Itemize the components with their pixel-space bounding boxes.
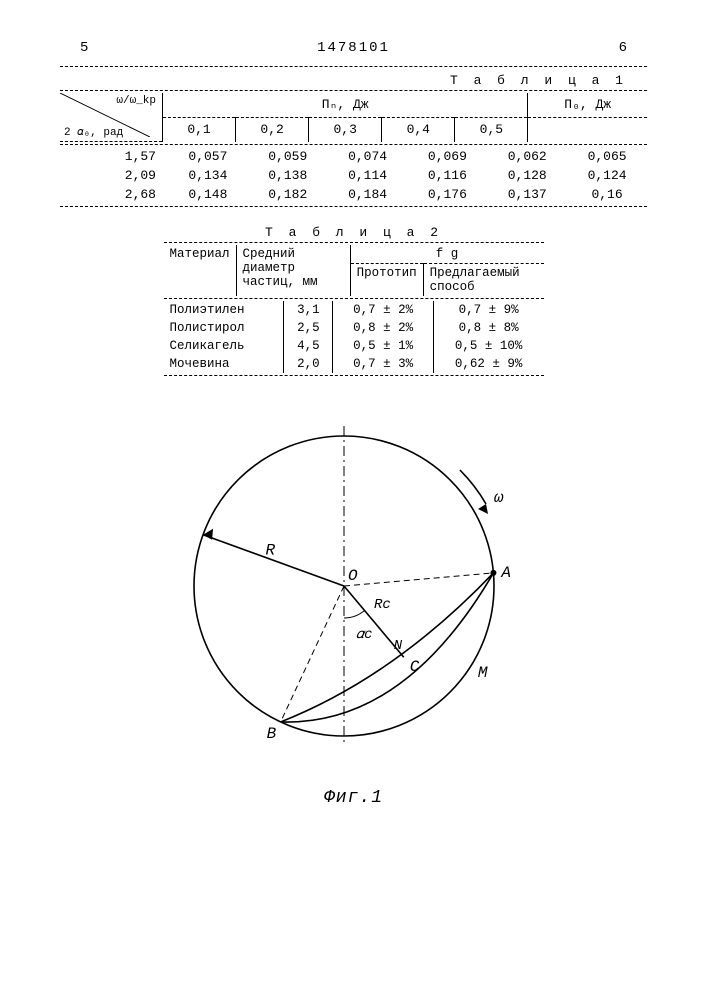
cell: 2,0 xyxy=(284,355,333,373)
cell: Селикагель xyxy=(164,337,284,355)
cell: 2,5 xyxy=(284,319,333,337)
cell: 0,148 xyxy=(168,185,248,204)
divider xyxy=(164,298,544,299)
figure-1: R A B C Rc N𝛼c M Oω Фиг.1 xyxy=(60,416,647,808)
divider xyxy=(164,242,544,243)
cell: 4,5 xyxy=(284,337,333,355)
table-row: 1,570,0570,0590,0740,0690,0620,065 xyxy=(60,147,647,166)
table-2-caption: Т а б л и ц а 2 xyxy=(164,225,544,240)
svg-text:B: B xyxy=(266,725,276,743)
t2-header-diameter: Средний диаметр частиц, мм xyxy=(236,245,350,296)
col-header-empty xyxy=(528,117,647,141)
svg-text:A: A xyxy=(500,564,511,582)
page-num-left: 5 xyxy=(80,40,88,56)
col-header: 0,5 xyxy=(455,117,528,141)
cell: Полистирол xyxy=(164,319,284,337)
cell: 0,062 xyxy=(487,147,567,166)
svg-text:ω: ω xyxy=(494,489,504,507)
page-num-right: 6 xyxy=(619,40,627,56)
divider xyxy=(60,90,647,91)
cell: 0,059 xyxy=(248,147,328,166)
row-header: 2,68 xyxy=(60,185,168,204)
cell: 0,8 ± 2% xyxy=(333,319,434,337)
cell: 0,184 xyxy=(328,185,408,204)
cell: 0,137 xyxy=(487,185,567,204)
svg-text:N: N xyxy=(393,638,402,654)
cell: 0,8 ± 8% xyxy=(433,319,543,337)
svg-text:M: M xyxy=(477,664,487,682)
svg-text:Rc: Rc xyxy=(374,597,391,613)
document-number: 1478101 xyxy=(317,40,390,56)
table-1-group-last: П₀, Дж xyxy=(528,93,647,117)
divider xyxy=(164,375,544,376)
svg-text:𝛼c: 𝛼c xyxy=(356,627,373,643)
t2-header-proposed: Предлагаемый способ xyxy=(423,264,543,297)
table-1-group-main: Пₙ, Дж xyxy=(163,93,528,117)
table-row: Селикагель4,50,5 ± 1%0,5 ± 10% xyxy=(164,337,544,355)
cell: 3,1 xyxy=(284,301,333,319)
svg-text:R: R xyxy=(265,541,275,559)
t2-header-material: Материал xyxy=(164,245,237,296)
t2-header-proto: Прототип xyxy=(350,264,423,297)
cell: 0,62 ± 9% xyxy=(433,355,543,373)
table-2: Т а б л и ц а 2 Материал Средний диаметр… xyxy=(164,225,544,376)
cell: 0,16 xyxy=(567,185,647,204)
divider xyxy=(60,144,647,145)
cell: 0,134 xyxy=(168,166,248,185)
table-row: 2,090,1340,1380,1140,1160,1280,124 xyxy=(60,166,647,185)
cell: 0,074 xyxy=(328,147,408,166)
table-row: 2,680,1480,1820,1840,1760,1370,16 xyxy=(60,185,647,204)
cell: Полиэтилен xyxy=(164,301,284,319)
svg-text:O: O xyxy=(348,567,358,585)
col-header: 0,2 xyxy=(236,117,309,141)
cell: Мочевина xyxy=(164,355,284,373)
cell: 0,116 xyxy=(407,166,487,185)
cell: 0,7 ± 9% xyxy=(433,301,543,319)
col-header: 0,4 xyxy=(382,117,455,141)
table-1-caption: Т а б л и ц а 1 xyxy=(60,73,627,88)
diag-top-label: ω/ω_kp xyxy=(116,95,156,107)
row-header: 1,57 xyxy=(60,147,168,166)
cell: 0,138 xyxy=(248,166,328,185)
page-header: 5 1478101 6 xyxy=(60,40,647,56)
divider xyxy=(60,206,647,207)
table-1-diag-header: ω/ω_kp 2 𝛼₀, рад xyxy=(60,93,163,142)
figure-1-svg: R A B C Rc N𝛼c M Oω xyxy=(174,416,534,776)
cell: 0,114 xyxy=(328,166,408,185)
table-row: Полиэтилен3,10,7 ± 2%0,7 ± 9% xyxy=(164,301,544,319)
cell: 0,7 ± 2% xyxy=(333,301,434,319)
t2-header-fg: f g xyxy=(350,245,543,264)
table-row: Мочевина2,00,7 ± 3%0,62 ± 9% xyxy=(164,355,544,373)
table-row: Полистирол2,50,8 ± 2%0,8 ± 8% xyxy=(164,319,544,337)
table-1: Т а б л и ц а 1 ω/ω_kp 2 𝛼₀, рад Пₙ, Дж … xyxy=(60,66,647,207)
cell: 0,065 xyxy=(567,147,647,166)
cell: 0,069 xyxy=(407,147,487,166)
cell: 0,5 ± 1% xyxy=(333,337,434,355)
col-header: 0,1 xyxy=(163,117,236,141)
figure-1-caption: Фиг.1 xyxy=(60,788,647,808)
row-header: 2,09 xyxy=(60,166,168,185)
svg-text:C: C xyxy=(409,658,419,676)
cell: 0,128 xyxy=(487,166,567,185)
cell: 0,124 xyxy=(567,166,647,185)
cell: 0,7 ± 3% xyxy=(333,355,434,373)
cell: 0,176 xyxy=(407,185,487,204)
cell: 0,057 xyxy=(168,147,248,166)
cell: 0,182 xyxy=(248,185,328,204)
col-header: 0,3 xyxy=(309,117,382,141)
diag-bot-label: 2 𝛼₀, рад xyxy=(64,127,123,139)
cell: 0,5 ± 10% xyxy=(433,337,543,355)
divider xyxy=(60,66,647,67)
